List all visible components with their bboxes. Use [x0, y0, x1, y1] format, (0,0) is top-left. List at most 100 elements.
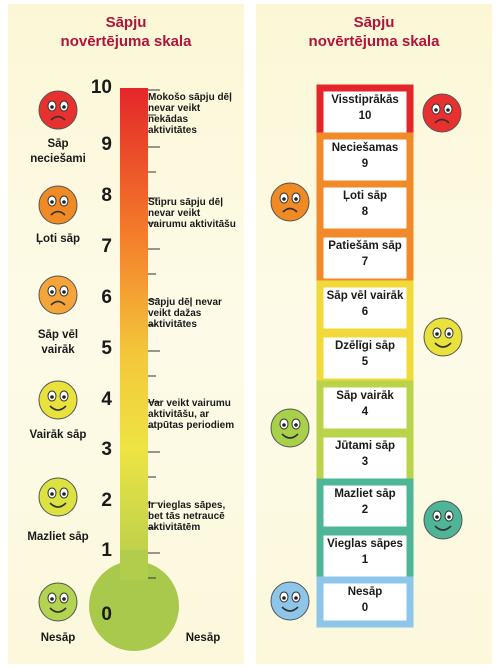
rl-text: 7: [361, 256, 369, 268]
num-text: 3: [101, 439, 112, 460]
mouth: [434, 342, 452, 348]
mouth: [49, 607, 67, 613]
bulb-neck: [120, 550, 148, 580]
ladder-segment: [316, 132, 414, 188]
ladder-segment: [316, 84, 414, 140]
rl-text: Mazliet sāp: [334, 488, 396, 500]
num-text: 4: [101, 389, 112, 410]
pupil: [434, 108, 438, 112]
ladder-segment: [316, 280, 414, 336]
rl-text: 4: [361, 406, 369, 418]
pupil: [282, 596, 286, 600]
ladder-segment: [316, 528, 414, 584]
rl-text: Ļoti sāp: [342, 190, 388, 202]
pupil: [294, 197, 298, 201]
pupil: [62, 105, 66, 109]
face: [270, 581, 310, 621]
pupil: [446, 108, 450, 112]
pupil: [62, 395, 66, 399]
pupil: [282, 197, 286, 201]
pupil: [50, 395, 54, 399]
pupil: [62, 597, 66, 601]
title-text: Sāpju: [353, 14, 395, 31]
pupil: [447, 332, 451, 336]
title-text: novērtējuma skala: [60, 33, 192, 50]
pupil: [62, 492, 66, 496]
pupil: [50, 105, 54, 109]
rl-text: Nesāp: [347, 586, 383, 598]
title-text: Sāpju: [105, 14, 147, 31]
face: [38, 582, 78, 622]
pupil: [50, 597, 54, 601]
rl-text: 0: [361, 602, 369, 614]
face-text: Ļoti sāp: [35, 233, 81, 245]
pupil: [294, 596, 298, 600]
mouth: [434, 118, 450, 124]
rl-text: Visstiprākās: [331, 94, 399, 106]
face: [422, 93, 462, 133]
mouth: [49, 405, 67, 411]
rl-text: 8: [361, 206, 369, 218]
pupil: [435, 515, 439, 519]
rl-text: 2: [361, 504, 369, 516]
face: [270, 182, 310, 222]
rl-text: 5: [361, 356, 369, 368]
thermometer-tube: [120, 88, 148, 568]
rl-text: 3: [361, 456, 369, 468]
face-text: Mazliet sāp: [27, 531, 89, 543]
rl-text: Jūtami sāp: [334, 440, 396, 452]
num-text: 10: [90, 77, 112, 98]
num-text: 6: [101, 287, 112, 308]
mouth: [50, 115, 66, 121]
pupil: [294, 423, 298, 427]
face-text: Vairāk sāp: [29, 429, 87, 441]
title-text: novērtējuma skala: [308, 33, 440, 50]
pupil: [435, 332, 439, 336]
num-text: 2: [101, 490, 112, 511]
mouth: [281, 433, 299, 439]
face-text: Sāp neciešami: [30, 138, 86, 165]
rl-text: Sāp vēl vairāk: [326, 290, 404, 302]
desc-text: Mokošo sāpju dēļ nevar veikt nekādas akt…: [148, 92, 232, 136]
mouth: [281, 606, 299, 612]
thermometer-bulb: [89, 561, 179, 651]
rl-text: Patiešām sāp: [328, 240, 402, 252]
rl-text: 10: [358, 110, 372, 122]
rl-text: 6: [361, 306, 369, 318]
desc-text: Stipru sāpju dēļ nevar veikt vairumu akt…: [148, 197, 236, 230]
ladder-segment: [316, 380, 414, 436]
mouth: [434, 525, 452, 531]
num-text: 5: [101, 338, 112, 359]
num-text: 7: [101, 236, 112, 257]
rl-text: Sāp vairāk: [336, 390, 394, 402]
ladder-segment: [316, 576, 414, 628]
pupil: [282, 423, 286, 427]
face: [423, 317, 463, 357]
rl-text: 1: [361, 554, 369, 566]
pupil: [447, 515, 451, 519]
num-text: 8: [101, 185, 112, 206]
rl-text: Neciešamas: [331, 142, 399, 154]
desc-text: Var veikt vairumu aktivitāšu, ar atpūtas…: [148, 398, 235, 431]
ladder-segment: [316, 430, 414, 486]
pupil: [50, 290, 54, 294]
num-text: 9: [101, 134, 112, 155]
rl-text: 9: [361, 158, 369, 170]
rl-text: Vieglas sāpes: [327, 538, 403, 550]
face: [270, 408, 310, 448]
num-text: 1: [101, 540, 112, 561]
mouth: [49, 502, 67, 508]
rl-text: Dzēlīgi sāp: [334, 340, 396, 352]
face: [38, 380, 78, 420]
pupil: [62, 200, 66, 204]
face: [38, 275, 78, 315]
num-text: 0: [101, 604, 112, 625]
mouth: [50, 300, 66, 306]
pupil: [62, 290, 66, 294]
mouth: [282, 207, 298, 213]
face: [38, 477, 78, 517]
mouth: [50, 210, 66, 216]
pupil: [50, 492, 54, 496]
face: [38, 90, 78, 130]
